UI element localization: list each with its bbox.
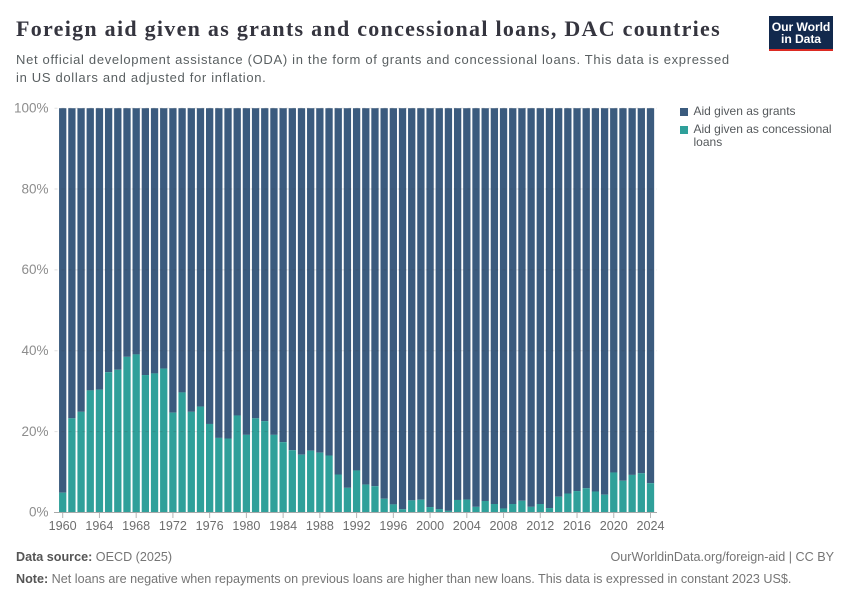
svg-text:20%: 20% <box>21 424 48 439</box>
svg-text:2000: 2000 <box>416 519 444 533</box>
svg-text:1980: 1980 <box>232 519 260 533</box>
svg-text:40%: 40% <box>21 343 48 358</box>
svg-text:2004: 2004 <box>453 519 481 533</box>
svg-text:2012: 2012 <box>526 519 554 533</box>
svg-text:80%: 80% <box>21 181 48 196</box>
svg-text:2016: 2016 <box>563 519 591 533</box>
svg-text:1972: 1972 <box>159 519 187 533</box>
svg-text:60%: 60% <box>21 262 48 277</box>
svg-text:1984: 1984 <box>269 519 297 533</box>
svg-text:1968: 1968 <box>122 519 150 533</box>
svg-text:1960: 1960 <box>49 519 77 533</box>
svg-text:1992: 1992 <box>343 519 371 533</box>
svg-text:1988: 1988 <box>306 519 334 533</box>
svg-text:2020: 2020 <box>600 519 628 533</box>
svg-text:2008: 2008 <box>490 519 518 533</box>
svg-text:0%: 0% <box>29 505 49 520</box>
svg-text:1976: 1976 <box>196 519 224 533</box>
svg-text:2024: 2024 <box>636 519 664 533</box>
svg-text:1964: 1964 <box>85 519 113 533</box>
svg-text:100%: 100% <box>14 100 49 115</box>
svg-text:1996: 1996 <box>379 519 407 533</box>
